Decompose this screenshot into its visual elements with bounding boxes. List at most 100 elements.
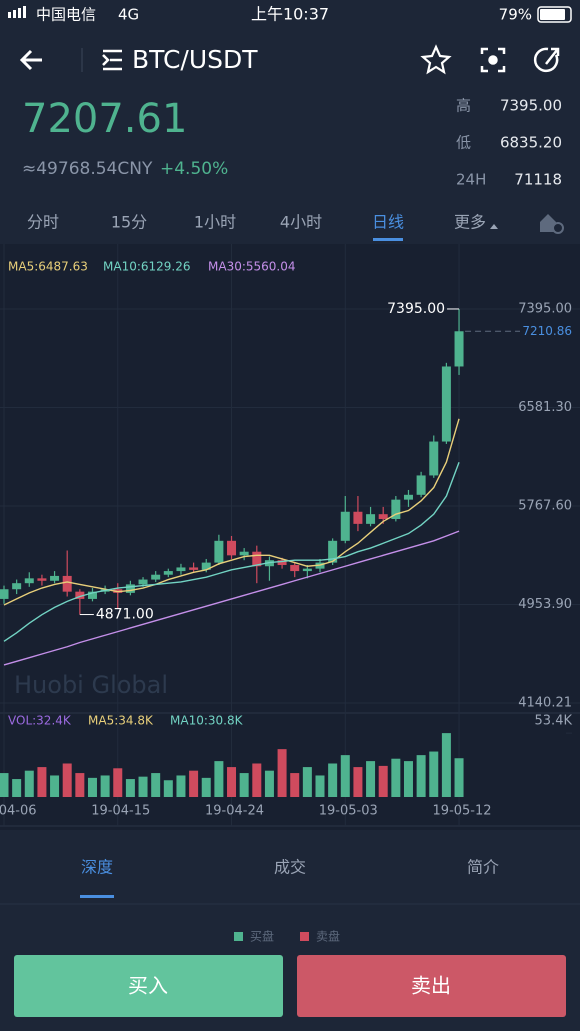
volume-bar bbox=[151, 773, 161, 797]
interval-tab[interactable]: 4小时 bbox=[280, 213, 322, 232]
volume-bar bbox=[37, 767, 47, 797]
screenshot-button[interactable] bbox=[480, 47, 506, 73]
candle-body bbox=[37, 578, 47, 581]
stat-value: 71118 bbox=[514, 171, 562, 189]
candle-body bbox=[277, 560, 287, 566]
interval-tab[interactable]: 更多 bbox=[454, 213, 486, 232]
x-tick-label: 19-04-15 bbox=[91, 804, 150, 819]
x-tick-label: 19-05-03 bbox=[319, 804, 378, 819]
interval-tab[interactable]: 分时 bbox=[27, 213, 59, 232]
bottom-tabs: 深度 成交 简介 bbox=[80, 858, 499, 898]
volume-bar bbox=[429, 751, 439, 797]
x-tick-label: 19-04-06 bbox=[0, 804, 37, 819]
vol-tick-label: 53.4K bbox=[535, 714, 573, 729]
candle-body bbox=[87, 591, 97, 599]
volume-bar bbox=[366, 761, 376, 797]
volume-bar bbox=[441, 733, 451, 797]
settings-icon[interactable] bbox=[540, 214, 564, 234]
stat-label: 高 bbox=[456, 97, 471, 115]
volume-bar bbox=[113, 768, 123, 797]
volume-bar bbox=[315, 775, 325, 797]
volume-bar bbox=[12, 779, 22, 797]
volume-bar bbox=[125, 779, 135, 797]
volume-bar bbox=[163, 780, 173, 797]
volume-bar bbox=[75, 773, 85, 797]
interval-tab[interactable]: 日线 bbox=[372, 213, 404, 232]
candle-body bbox=[201, 562, 211, 570]
x-tick-label: 19-05-12 bbox=[433, 804, 492, 819]
buy-label: 买入 bbox=[128, 974, 168, 998]
volume-bar bbox=[138, 776, 148, 797]
ma-legend: MA10:6129.26 bbox=[103, 260, 191, 274]
candle-body bbox=[353, 511, 363, 524]
volume-bar bbox=[290, 773, 300, 797]
sell-button[interactable] bbox=[297, 955, 566, 1017]
candle-body bbox=[189, 567, 199, 570]
volume-bar bbox=[252, 763, 262, 797]
legend-swatch bbox=[300, 932, 309, 941]
ma5-line bbox=[3, 418, 460, 606]
candle-body bbox=[328, 540, 338, 563]
candle-body bbox=[441, 366, 451, 442]
volume-bar bbox=[227, 767, 237, 797]
last-price: 7207.61 bbox=[22, 96, 187, 142]
buy-button[interactable] bbox=[14, 955, 283, 1017]
candle-body bbox=[163, 571, 173, 575]
candle-body bbox=[50, 575, 60, 581]
last-price-label: 7210.86 bbox=[522, 324, 572, 338]
volume-bar bbox=[214, 761, 224, 797]
candle-body bbox=[429, 441, 439, 476]
interval-tab[interactable]: 15分 bbox=[111, 213, 147, 232]
candle-body bbox=[227, 540, 237, 556]
share-button[interactable] bbox=[533, 47, 560, 73]
interval-tab[interactable]: 1小时 bbox=[194, 213, 236, 232]
battery-text: 79% bbox=[499, 6, 532, 24]
carrier: 中国电信 bbox=[36, 6, 96, 24]
chart-panel bbox=[0, 244, 580, 830]
change-percent: +4.50% bbox=[160, 159, 228, 179]
favorite-button[interactable] bbox=[420, 44, 452, 75]
volume-bar bbox=[189, 770, 199, 797]
vol-legend: MA10:30.8K bbox=[170, 714, 244, 728]
volume-bar bbox=[454, 758, 464, 797]
legend-label: 卖盘 bbox=[316, 929, 340, 944]
back-button[interactable] bbox=[19, 49, 42, 71]
ma30-line bbox=[3, 530, 460, 666]
volume-bar bbox=[50, 775, 60, 797]
volume-bar bbox=[239, 773, 249, 797]
candle-body bbox=[176, 567, 186, 572]
min-label: 4871.00 bbox=[96, 607, 154, 623]
y-tick-label: 4953.90 bbox=[518, 597, 572, 612]
bottom-tab[interactable]: 简介 bbox=[467, 858, 499, 877]
tab-underline bbox=[373, 238, 403, 241]
vol-legend: MA5:34.8K bbox=[88, 714, 154, 728]
volume-bar bbox=[302, 767, 312, 797]
volume-bar bbox=[378, 765, 388, 797]
candle-body bbox=[302, 568, 312, 572]
candle-body bbox=[416, 475, 426, 495]
candle-body bbox=[366, 514, 376, 524]
candle-body bbox=[290, 565, 300, 572]
y-tick-label: 7395.00 bbox=[518, 301, 572, 316]
clock: 上午10:37 bbox=[251, 5, 329, 24]
kline-chart: 19-04-06 19-04-15 19-04-24 19-05-03 19-05-12… bbox=[0, 244, 580, 827]
stat-value: 6835.20 bbox=[500, 134, 562, 152]
candle-body bbox=[75, 591, 85, 599]
ma10-line bbox=[3, 461, 460, 642]
candle-body bbox=[151, 574, 161, 580]
volume-bar bbox=[100, 775, 110, 797]
y-tick-label: 5767.60 bbox=[518, 498, 572, 513]
bottom-tab[interactable]: 深度 bbox=[81, 858, 113, 877]
ma-legend: MA5:6487.63 bbox=[8, 260, 88, 274]
signal-icon bbox=[8, 6, 26, 18]
sell-label: 卖出 bbox=[411, 974, 451, 998]
candle-body bbox=[138, 579, 148, 585]
menu-icon[interactable] bbox=[102, 49, 122, 71]
bottom-tab[interactable]: 成交 bbox=[274, 858, 306, 877]
max-label: 7395.00 bbox=[387, 301, 445, 317]
volume-bar bbox=[0, 773, 9, 797]
volume-bar bbox=[416, 755, 426, 797]
volume-bar bbox=[403, 761, 413, 797]
volume-bar bbox=[340, 755, 350, 797]
